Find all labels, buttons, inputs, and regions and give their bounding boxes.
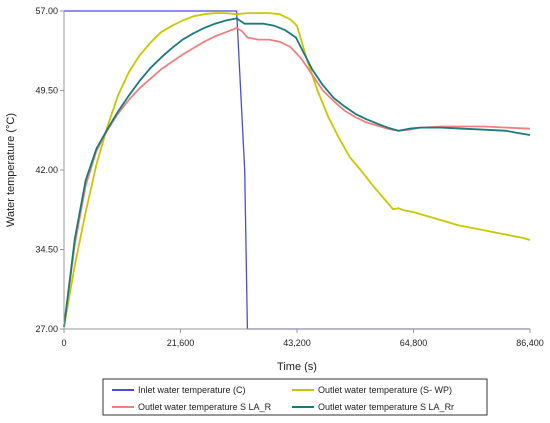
series-line-1 bbox=[64, 10, 530, 330]
legend-label: Outlet water temperature S LA_R bbox=[138, 402, 272, 412]
x-tick-label: 86,400 bbox=[516, 338, 544, 348]
x-tick-label: 43,200 bbox=[283, 338, 311, 348]
series-line-3 bbox=[63, 27, 531, 328]
legend: Inlet water temperature (C) Outlet water … bbox=[112, 385, 454, 412]
x-tick-label: 0 bbox=[61, 338, 66, 348]
legend-label: Inlet water temperature (C) bbox=[138, 385, 246, 395]
y-axis-title: Water temperature (°C) bbox=[5, 113, 17, 227]
x-axis-ticks: 0 21,600 43,200 64,800 86,400 bbox=[61, 329, 544, 348]
legend-box bbox=[102, 378, 488, 416]
series-line-4 bbox=[63, 17, 531, 328]
y-tick-label: 57.00 bbox=[35, 6, 58, 16]
y-tick-label: 34.50 bbox=[35, 245, 58, 255]
legend-label: Outlet water temperature (S- WP) bbox=[318, 385, 452, 395]
legend-label: Outlet water temperature S LA_Rr bbox=[318, 402, 454, 412]
x-tick-label: 21,600 bbox=[167, 338, 195, 348]
y-axis-ticks: 27.00 34.50 42.00 49.50 57.00 bbox=[35, 6, 64, 334]
y-tick-label: 42.00 bbox=[35, 165, 58, 175]
y-tick-label: 49.50 bbox=[35, 86, 58, 96]
x-axis-title: Time (s) bbox=[277, 361, 317, 373]
plot-series-group bbox=[63, 10, 531, 330]
y-tick-label: 27.00 bbox=[35, 324, 58, 334]
series-line-2 bbox=[63, 12, 531, 328]
x-tick-label: 64,800 bbox=[400, 338, 428, 348]
